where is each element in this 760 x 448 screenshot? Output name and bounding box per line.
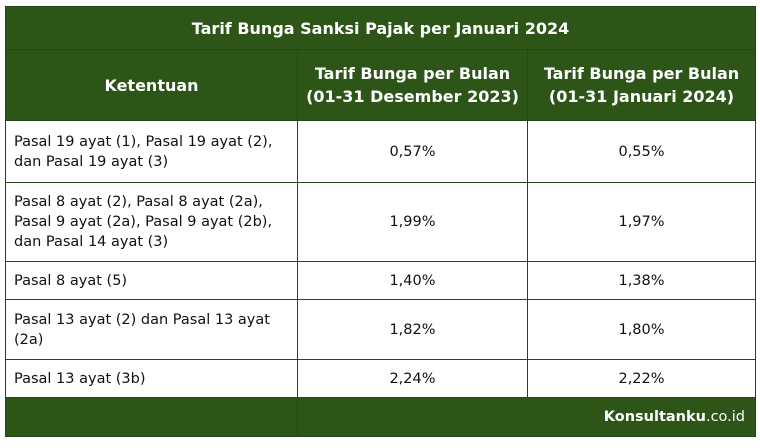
footer-row: Konsultanku.co.id bbox=[5, 397, 757, 437]
table-row: Pasal 8 ayat (5) 1,40% 1,38% bbox=[5, 261, 757, 300]
header-januari-2024: Tarif Bunga per Bulan (01-31 Januari 202… bbox=[526, 49, 757, 121]
rate-desember-cell: 1,40% bbox=[297, 261, 528, 300]
table-row: Pasal 13 ayat (2) dan Pasal 13 ayat (2a)… bbox=[5, 299, 757, 360]
header-desember-line1: Tarif Bunga per Bulan bbox=[314, 64, 511, 83]
rate-desember-cell: 1,82% bbox=[297, 299, 528, 360]
rate-desember-cell: 0,57% bbox=[297, 120, 528, 183]
header-januari-line2: (01-31 Januari 2024) bbox=[548, 87, 735, 106]
rate-desember-cell: 2,24% bbox=[297, 359, 528, 398]
rate-januari-cell: 1,97% bbox=[526, 182, 757, 262]
ketentuan-cell: Pasal 8 ayat (5) bbox=[5, 261, 298, 300]
table-row: Pasal 8 ayat (2), Pasal 8 ayat (2a), Pas… bbox=[5, 182, 757, 262]
tariff-table-container: Tarif Bunga Sanksi Pajak per Januari 202… bbox=[4, 6, 757, 437]
rate-januari-cell: 1,80% bbox=[526, 299, 757, 360]
ketentuan-cell: Pasal 8 ayat (2), Pasal 8 ayat (2a), Pas… bbox=[5, 182, 298, 262]
title-row: Tarif Bunga Sanksi Pajak per Januari 202… bbox=[4, 6, 757, 50]
table-title: Tarif Bunga Sanksi Pajak per Januari 202… bbox=[4, 6, 757, 50]
header-desember-line2: (01-31 Desember 2023) bbox=[306, 87, 519, 106]
header-januari-line1: Tarif Bunga per Bulan bbox=[543, 64, 740, 83]
rate-januari-cell: 0,55% bbox=[526, 120, 757, 183]
rate-desember-cell: 1,99% bbox=[297, 182, 528, 262]
rate-januari-cell: 1,38% bbox=[526, 261, 757, 300]
header-ketentuan: Ketentuan bbox=[5, 49, 298, 121]
brand-domain: .co.id bbox=[705, 409, 746, 425]
rate-januari-cell: 2,22% bbox=[526, 359, 757, 398]
table-row: Pasal 13 ayat (3b) 2,24% 2,22% bbox=[5, 359, 757, 398]
footer-empty-cell bbox=[5, 397, 298, 437]
ketentuan-cell: Pasal 19 ayat (1), Pasal 19 ayat (2), da… bbox=[5, 120, 298, 183]
ketentuan-cell: Pasal 13 ayat (3b) bbox=[5, 359, 298, 398]
ketentuan-cell: Pasal 13 ayat (2) dan Pasal 13 ayat (2a) bbox=[5, 299, 298, 360]
table-row: Pasal 19 ayat (1), Pasal 19 ayat (2), da… bbox=[5, 120, 757, 183]
footer-brand: Konsultanku.co.id bbox=[296, 397, 757, 437]
header-desember-2023: Tarif Bunga per Bulan (01-31 Desember 20… bbox=[297, 49, 528, 121]
tariff-table: Tarif Bunga Sanksi Pajak per Januari 202… bbox=[4, 6, 757, 437]
header-row: Ketentuan Tarif Bunga per Bulan (01-31 D… bbox=[5, 49, 757, 121]
brand-name: Konsultanku bbox=[603, 409, 706, 425]
